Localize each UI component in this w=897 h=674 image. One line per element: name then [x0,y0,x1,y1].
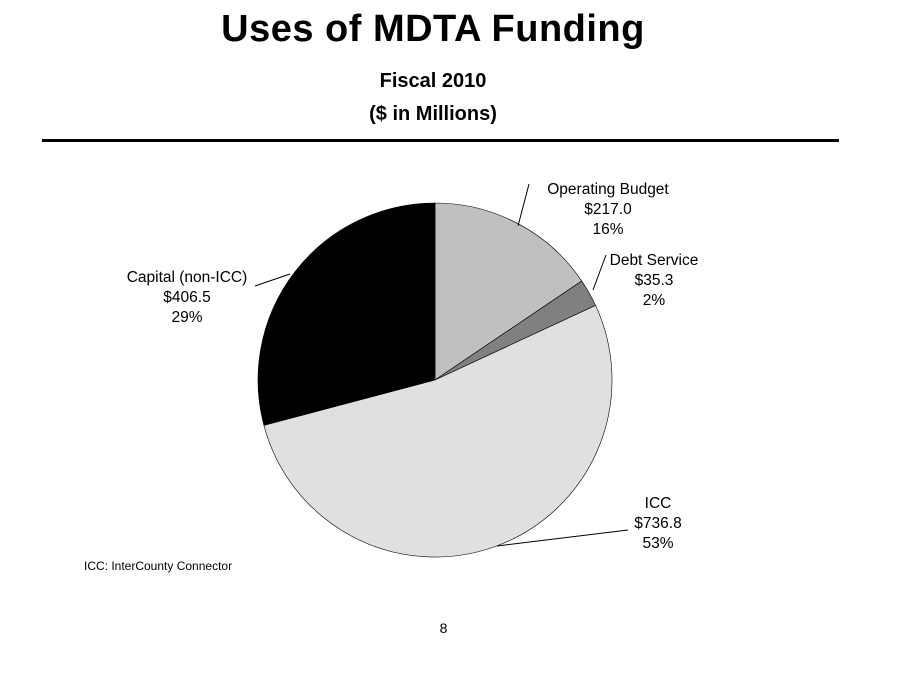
slice-percent-label: 53% [642,535,673,552]
slice-label: Capital (non-ICC) $406.5 29% [127,269,248,326]
slice-value-label: $217.0 [584,201,632,218]
pie-slice-operating-budget [434,202,583,381]
slice-name-label: Operating Budget [547,181,669,198]
slice-label: ICC $736.8 53% [634,495,681,552]
pie-slices [257,202,613,558]
leader-line [254,273,291,287]
slice-percent-label: 29% [171,309,202,326]
slice-label: Debt Service $35.3 2% [610,252,699,309]
pie-slice-capital-non-icc [257,202,436,426]
slice-value-label: $736.8 [634,515,681,532]
slice-label: Operating Budget $217.0 16% [547,181,669,238]
slice-value-label: $35.3 [635,272,674,289]
pie-slice-icc [263,305,613,558]
slice-percent-label: 16% [592,221,623,238]
slice-percent-label: 2% [643,292,666,309]
leader-lines [254,183,629,547]
slice-name-label: ICC [645,495,672,512]
chart-subtitle-units: ($ in Millions) [369,103,497,125]
title-divider [42,139,839,142]
leader-line [592,254,607,291]
slice-name-label: Debt Service [610,252,699,269]
slice-name-label: Capital (non-ICC) [127,269,248,286]
page-number: 8 [439,620,448,636]
leader-line [496,529,629,547]
chart-subtitle-fiscal-year: Fiscal 2010 [379,70,487,92]
slice-value-label: $406.5 [163,289,210,306]
footnote: ICC: InterCounty Connector [84,559,233,573]
leader-line [517,183,530,227]
page-title: Uses of MDTA Funding [221,8,645,50]
slice-labels: Operating Budget $217.0 16% Debt Service $35… [127,181,699,552]
